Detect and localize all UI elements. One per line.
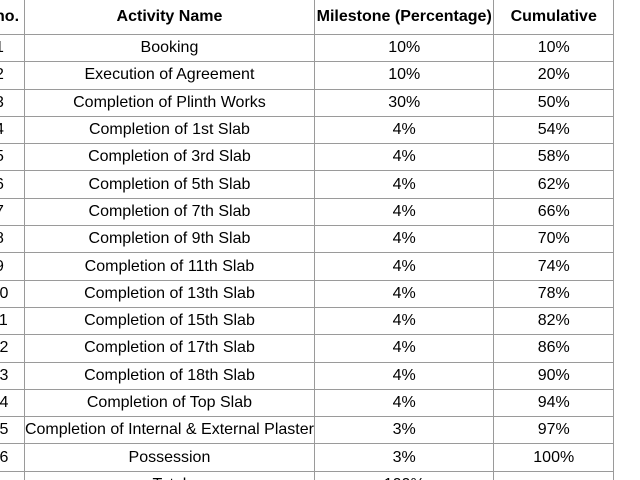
- header-cell: Cumulative: [493, 0, 614, 35]
- table-cell: 4%: [313, 170, 495, 199]
- header-cell: Activity Name: [23, 0, 315, 35]
- table-cell: 8: [0, 225, 25, 254]
- total-label: Total: [23, 470, 315, 480]
- table-cell: 2: [0, 61, 25, 90]
- table-cell: 82%: [493, 306, 614, 336]
- table-cell: Completion of Top Slab: [23, 388, 315, 418]
- table-cell: 4%: [313, 361, 495, 390]
- table-cell: Booking: [23, 33, 315, 63]
- table-cell: Completion of 15th Slab: [23, 306, 315, 336]
- table-cell: 4%: [313, 334, 495, 363]
- table-cell: 94%: [493, 388, 614, 418]
- table-cell: 5: [0, 143, 25, 172]
- table-cell: 9: [0, 252, 25, 281]
- table-cell: 13: [0, 361, 25, 390]
- table-cell: 4%: [313, 252, 495, 281]
- table-cell: Completion of 17th Slab: [23, 334, 315, 363]
- table-cell: 11: [0, 306, 25, 336]
- table-cell: 3%: [313, 416, 495, 445]
- table-cell: Completion of 9th Slab: [23, 225, 315, 254]
- table-cell: 14: [0, 388, 25, 418]
- table-cell: 70%: [493, 225, 614, 254]
- table-row: 1Booking10%10%: [0, 33, 614, 63]
- table-cell: 4%: [313, 388, 495, 418]
- table-cell: 4%: [313, 306, 495, 336]
- table-cell: 3: [0, 88, 25, 117]
- table-cell: 10%: [493, 33, 614, 63]
- header-cell: Milestone (Percentage): [313, 0, 495, 35]
- empty-cell: [493, 470, 614, 480]
- total-row: Total100%: [0, 470, 614, 480]
- table-cell: Possession: [23, 443, 315, 472]
- table-cell: 86%: [493, 334, 614, 363]
- table-cell: 30%: [313, 88, 495, 117]
- table-cell: 78%: [493, 279, 614, 308]
- table-cell: 4%: [313, 279, 495, 308]
- table-cell: Completion of Plinth Works: [23, 88, 315, 117]
- table-row: 16Possession3%100%: [0, 443, 614, 472]
- empty-cell: [0, 470, 25, 480]
- table-cell: 90%: [493, 361, 614, 390]
- table-cell: 74%: [493, 252, 614, 281]
- table-row: 15Completion of Internal & External Plas…: [0, 416, 614, 445]
- table-cell: 1: [0, 33, 25, 63]
- table-cell: Completion of 1st Slab: [23, 115, 315, 145]
- table-cell: Completion of Internal & External Plaste…: [23, 416, 315, 445]
- table-cell: 4: [0, 115, 25, 145]
- table-cell: Completion of 13th Slab: [23, 279, 315, 308]
- table-cell: Execution of Agreement: [23, 61, 315, 90]
- table-cell: 15: [0, 416, 25, 445]
- table-cell: 50%: [493, 88, 614, 117]
- table-cell: Completion of 5th Slab: [23, 170, 315, 199]
- table-cell: 7: [0, 197, 25, 227]
- table-cell: 4%: [313, 225, 495, 254]
- table-cell: 4%: [313, 143, 495, 172]
- table-cell: 10: [0, 279, 25, 308]
- table-cell: 4%: [313, 197, 495, 227]
- table-cell: Completion of 3rd Slab: [23, 143, 315, 172]
- total-milestone: 100%: [313, 470, 495, 480]
- table-cell: 62%: [493, 170, 614, 199]
- table-cell: Completion of 11th Slab: [23, 252, 315, 281]
- table-cell: 4%: [313, 115, 495, 145]
- table-cell: Completion of 18th Slab: [23, 361, 315, 390]
- table-cell: 58%: [493, 143, 614, 172]
- table-cell: 66%: [493, 197, 614, 227]
- table-cell: 100%: [493, 443, 614, 472]
- table-cell: 97%: [493, 416, 614, 445]
- table-cell: 3%: [313, 443, 495, 472]
- table-cell: 10%: [313, 33, 495, 63]
- table-cell: 20%: [493, 61, 614, 90]
- table-cell: 12: [0, 334, 25, 363]
- header-cell: S.no.: [0, 0, 25, 35]
- table-cell: 6: [0, 170, 25, 199]
- table-cell: 10%: [313, 61, 495, 90]
- table-cell: 16: [0, 443, 25, 472]
- table-cell: 54%: [493, 115, 614, 145]
- table-cell: Completion of 7th Slab: [23, 197, 315, 227]
